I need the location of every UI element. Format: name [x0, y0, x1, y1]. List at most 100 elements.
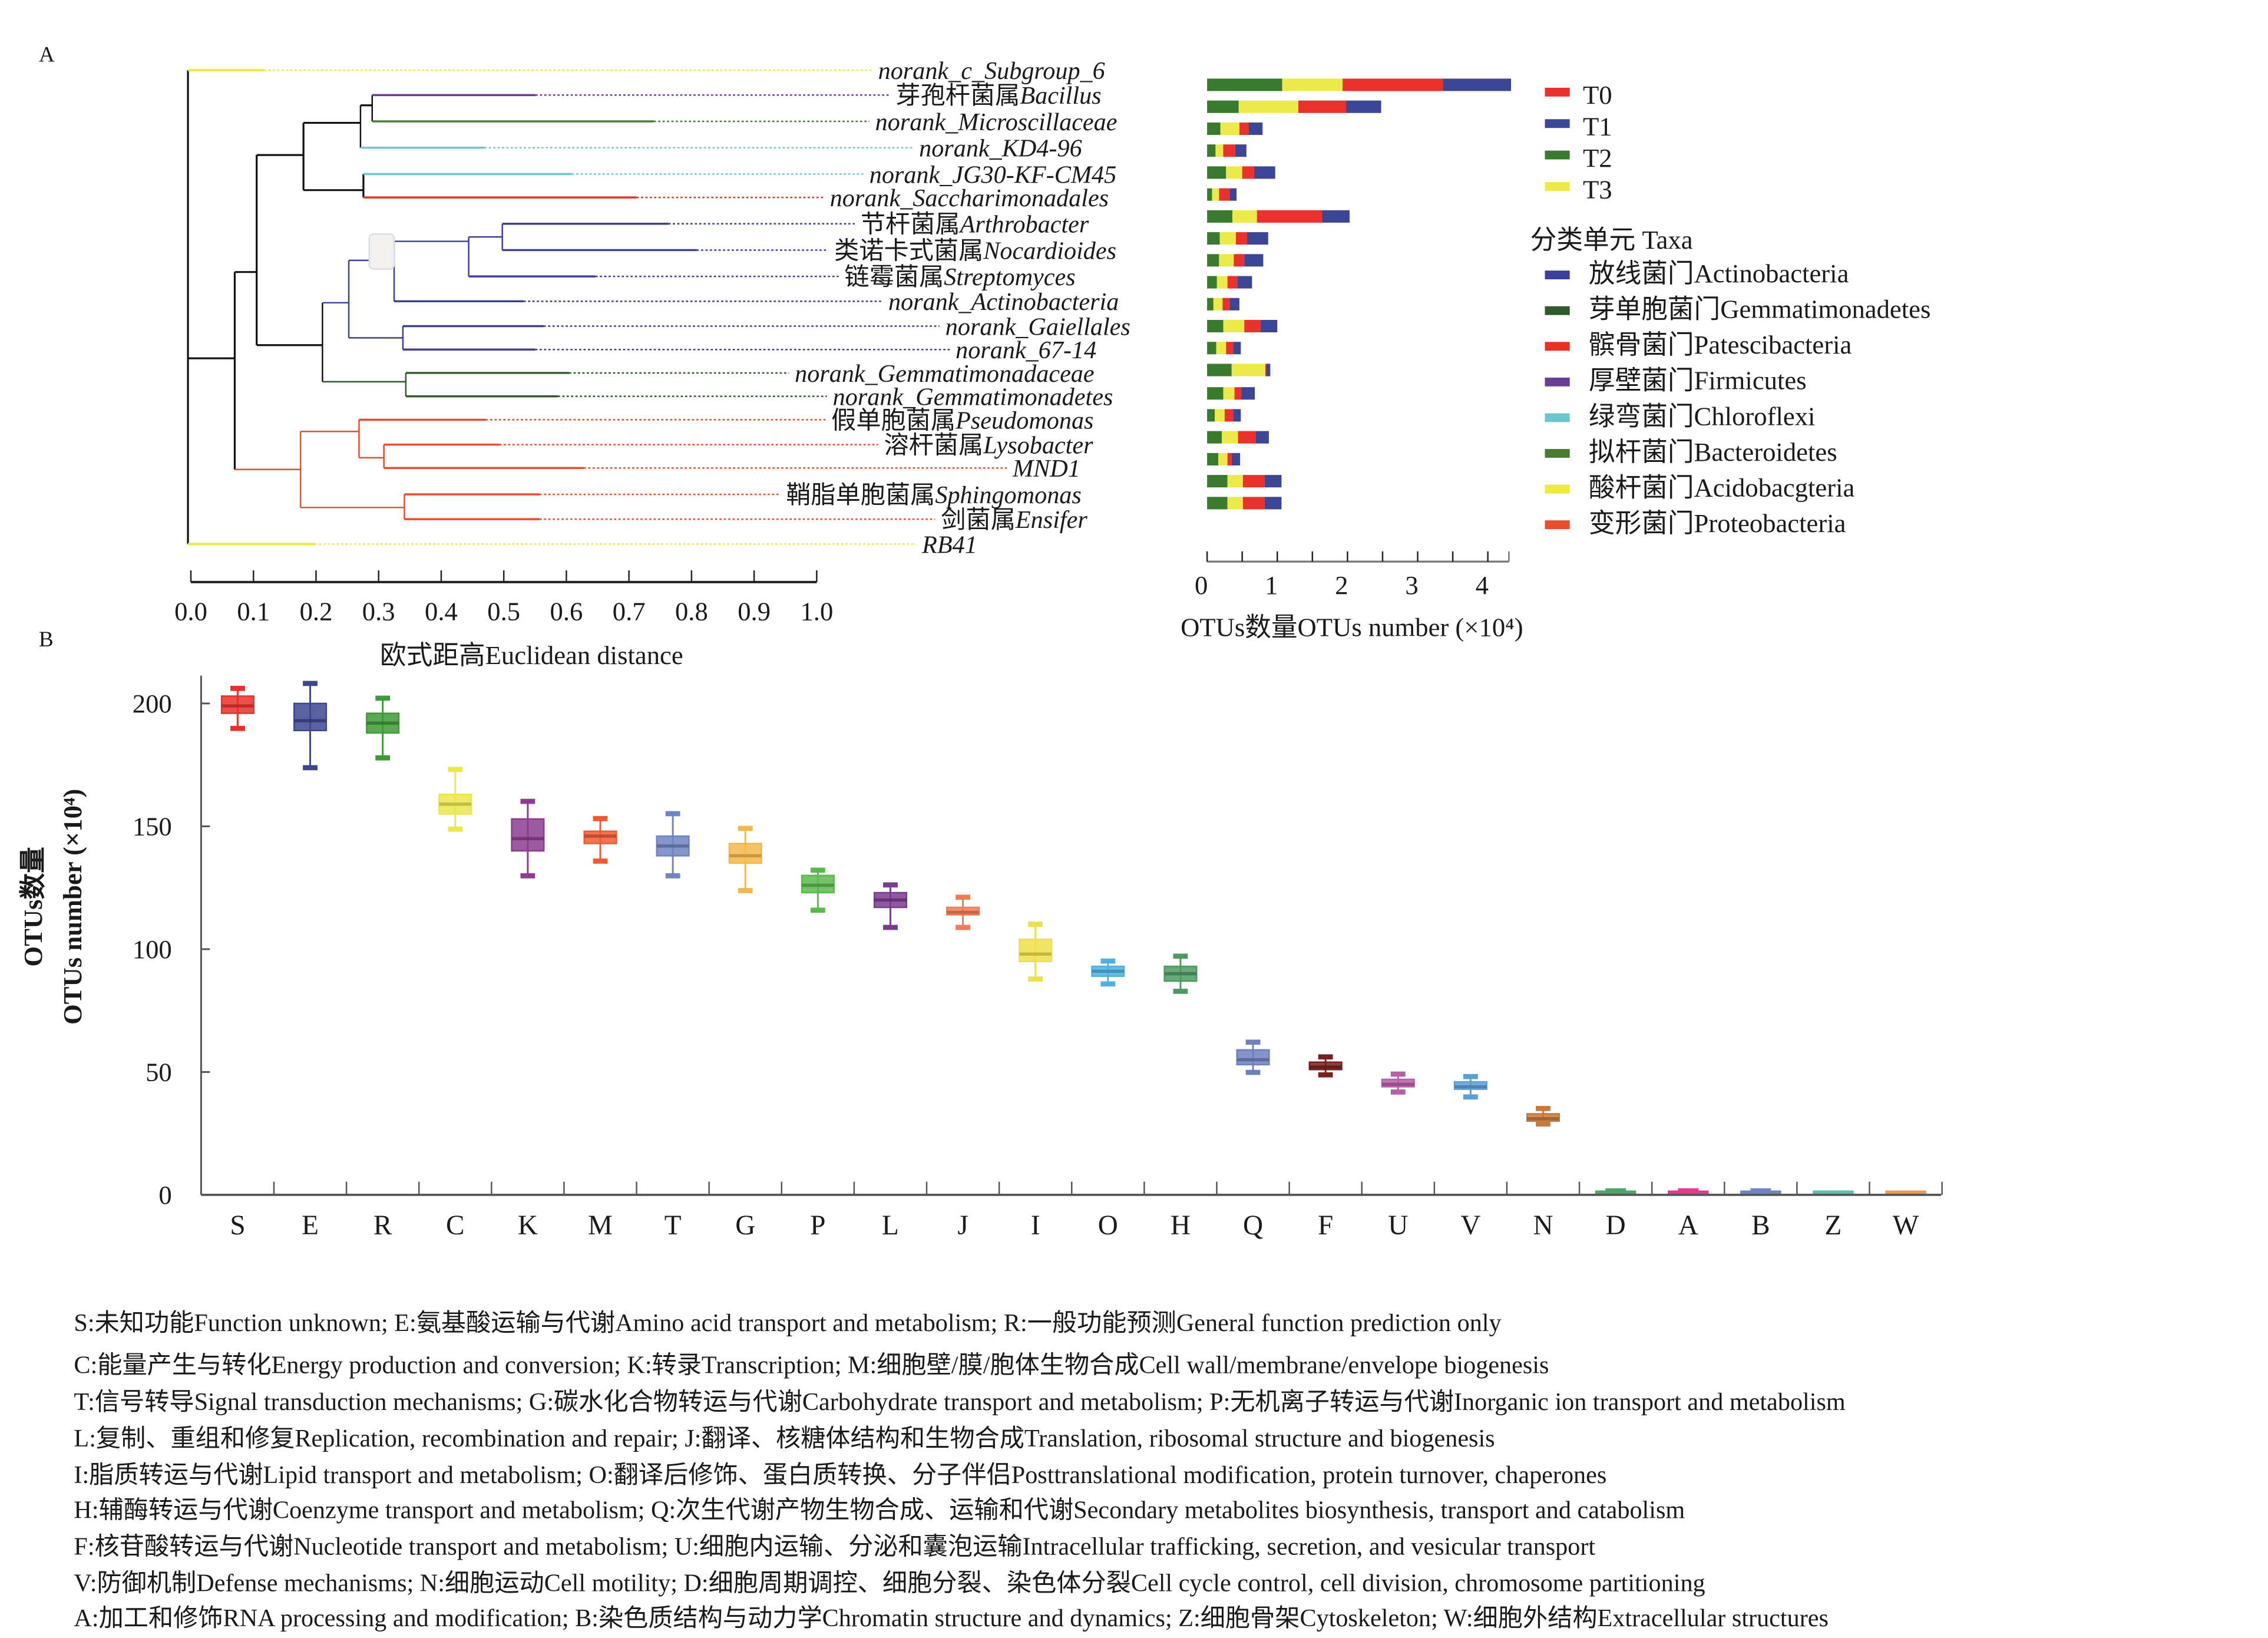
- bar-segment-t1: [1255, 431, 1269, 444]
- bar-segment-t2: [1207, 475, 1228, 488]
- bar-segment-t3: [1222, 431, 1238, 444]
- legend-label: T2: [1583, 143, 1612, 173]
- leaf-label: norank_Gaiellales: [945, 313, 1130, 341]
- box-whisker-cap-bottom: [520, 873, 535, 879]
- box-whisker-cap-top: [1605, 1188, 1626, 1191]
- bar-segment-t1: [1346, 100, 1381, 113]
- bar-segment-t1: [1241, 387, 1255, 400]
- legend-label: 芽单胞菌门Gemmatimonadetes: [1589, 295, 1930, 324]
- bar-segment-t0: [1242, 166, 1254, 179]
- dendrogram-tick-label: 0.0: [174, 596, 207, 626]
- box-A: [1667, 1188, 1709, 1195]
- box-whisker-cap-top: [520, 798, 535, 804]
- box-whisker-cap-top: [230, 685, 245, 691]
- box-whisker-cap-bottom: [956, 924, 970, 930]
- bar-segment-t3: [1219, 254, 1234, 267]
- box-Z: [1813, 1190, 1854, 1195]
- dendrogram-tick-label: 0.3: [362, 596, 395, 626]
- legend-swatch: [1545, 377, 1570, 387]
- leaf-label: norank_Actinobacteria: [888, 288, 1119, 316]
- box-plot: [220, 681, 1926, 1195]
- legend-label: 绿弯菌门Chloroflexi: [1589, 401, 1816, 431]
- footnote-line: V:防御机制Defense mechanisms; N:细胞运动Cell mot…: [74, 1570, 1705, 1597]
- bar-segment-t3: [1218, 453, 1228, 465]
- box-iqr: [511, 818, 545, 852]
- dendrogram-tick-label: 0.6: [550, 596, 583, 626]
- bar-segment-t0: [1219, 188, 1230, 201]
- legend-swatch: [1545, 150, 1570, 160]
- bar-segment-t0: [1227, 276, 1238, 289]
- bar-segment-t2: [1207, 387, 1224, 400]
- box-G: [728, 825, 762, 893]
- bar-segment-t3: [1232, 210, 1257, 223]
- panel-label-a: A: [39, 42, 55, 67]
- leaf-labels: norank_c_Subgroup_6芽孢杆菌属Bacillusnorank_M…: [786, 57, 1130, 559]
- box-whisker-cap-top: [1536, 1105, 1550, 1111]
- box-y-tick-label: 50: [146, 1057, 172, 1087]
- footnote-line: F:核苷酸转运与代谢Nucleotide transport and metab…: [74, 1533, 1595, 1561]
- bar-segment-t0: [1235, 232, 1248, 245]
- bar-segment-t3: [1220, 122, 1239, 135]
- bar-segment-t3: [1231, 364, 1265, 377]
- legend-label: 变形菌门Proteobacteria: [1589, 508, 1846, 538]
- legend-swatch: [1545, 270, 1570, 280]
- bar-segment-t1: [1229, 298, 1239, 311]
- bar-segment-t1: [1248, 122, 1263, 135]
- box-whisker-cap-top: [738, 825, 753, 831]
- dendrogram-tick-label: 0.1: [237, 596, 270, 626]
- legend-label: 厚壁菌门Firmicutes: [1589, 366, 1807, 395]
- footnotes: S:未知功能Function unknown; E:氨基酸运输与代谢Amino …: [74, 1309, 1845, 1632]
- dendrogram-tick-label: 0.5: [487, 596, 520, 626]
- box-x-tick-label: D: [1606, 1210, 1626, 1241]
- bar-segment-t1: [1233, 342, 1241, 355]
- legend-label: 髌骨菌门Patescibacteria: [1589, 330, 1852, 359]
- panel-label-b: B: [39, 628, 54, 652]
- bar-segment-t2: [1207, 453, 1219, 465]
- box-whisker-cap-top: [810, 867, 825, 873]
- dendrogram-tick-label: 0.8: [675, 596, 708, 626]
- box-whisker-cap-top: [1318, 1054, 1333, 1060]
- box-whisker-cap-bottom: [303, 765, 318, 771]
- bar-segment-t3: [1223, 387, 1235, 400]
- box-whisker-cap-bottom: [810, 907, 825, 913]
- bar-segment-t1: [1264, 497, 1282, 510]
- box-x-tick-label: P: [810, 1210, 825, 1241]
- box-iqr: [293, 702, 328, 732]
- bar-tick-label: 4: [1476, 570, 1489, 600]
- box-whisker-cap-bottom: [1100, 981, 1116, 987]
- leaf-label: norank_Saccharimonadales: [830, 184, 1109, 212]
- box-whisker-cap-top: [956, 894, 970, 900]
- box-iqr: [1595, 1190, 1636, 1195]
- bar-segment-t0: [1223, 144, 1235, 157]
- leaf-label: 鞘脂单胞菌属Sphingomonas: [786, 481, 1082, 509]
- box-B: [1740, 1188, 1781, 1195]
- bar-segment-t2: [1207, 78, 1282, 91]
- box-plot-axes: 0 50 100 150 200 S E R C K M T G P L J I O H Q F U V N D A B Z W: [133, 675, 1943, 1241]
- legend-label: 酸杆菌门Acidobacgteria: [1589, 473, 1855, 502]
- legend-swatch: [1545, 182, 1570, 191]
- box-x-tick-label: T: [664, 1210, 682, 1241]
- bar-segment-t1: [1235, 144, 1247, 157]
- bar-segment-t3: [1223, 319, 1245, 333]
- box-O: [1091, 958, 1125, 987]
- bar-segment-t0: [1298, 100, 1347, 113]
- bar-segment-t0: [1234, 254, 1245, 267]
- box-iqr: [1667, 1190, 1709, 1195]
- box-x-tick-label: N: [1533, 1210, 1553, 1241]
- box-whisker-cap-bottom: [1245, 1069, 1261, 1075]
- bar-segment-t3: [1213, 298, 1223, 311]
- box-whisker-cap-bottom: [1318, 1072, 1333, 1078]
- bar-segment-t0: [1242, 475, 1265, 488]
- bar-tick-label: 1: [1265, 570, 1278, 600]
- bar-segment-t1: [1233, 409, 1241, 422]
- bar-segment-t0: [1234, 387, 1242, 400]
- bar-tick-label: 3: [1405, 570, 1418, 600]
- bar-segment-t1: [1244, 254, 1264, 267]
- bar-segment-t2: [1207, 188, 1212, 201]
- box-whisker-cap-bottom: [738, 888, 753, 893]
- bar-segment-t3: [1227, 475, 1243, 488]
- box-iqr: [1885, 1190, 1926, 1195]
- dendrogram: [187, 69, 1007, 546]
- box-whisker-cap-bottom: [1028, 976, 1043, 982]
